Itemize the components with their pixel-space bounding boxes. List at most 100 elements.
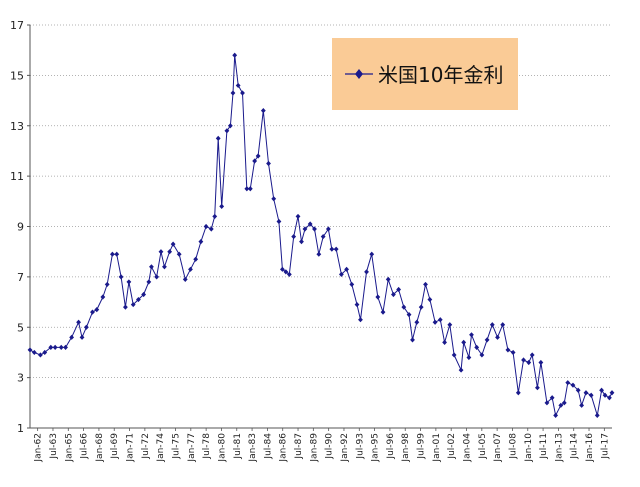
x-tick-label: Jul-11 (539, 433, 549, 460)
data-point (94, 307, 100, 313)
data-point (406, 312, 412, 318)
data-point (380, 309, 386, 315)
data-point (410, 337, 415, 343)
data-point (529, 352, 535, 358)
grid-lines (30, 24, 612, 379)
data-point (442, 339, 447, 345)
data-point (606, 395, 612, 401)
data-point (295, 213, 301, 220)
data-point (396, 286, 402, 293)
data-point (538, 359, 544, 366)
data-point (558, 402, 564, 408)
data-point (83, 324, 89, 330)
data-point (48, 344, 54, 350)
x-tick-label: Jan-83 (248, 433, 258, 463)
x-tick-label: Jul-08 (508, 433, 518, 460)
data-point (333, 246, 339, 252)
data-point (510, 349, 516, 356)
data-point (391, 291, 396, 298)
data-point (307, 221, 313, 227)
data-point (104, 281, 110, 288)
y-tick-label: 1 (17, 422, 24, 435)
data-point (474, 344, 480, 350)
x-tick-label: Jul-05 (478, 433, 488, 460)
x-tick-label: Jan-04 (463, 433, 473, 463)
data-point (535, 385, 540, 391)
data-point (515, 390, 521, 396)
data-point (588, 392, 594, 398)
x-tick-label: Jul-72 (141, 433, 151, 460)
data-point (235, 82, 241, 89)
data-point (283, 269, 289, 275)
data-point (414, 319, 420, 325)
data-point (364, 269, 369, 275)
data-point (252, 158, 258, 164)
y-tick-label: 7 (17, 271, 24, 284)
data-point (215, 135, 221, 141)
data-point (42, 349, 48, 356)
data-point (526, 359, 532, 366)
data-point (27, 347, 33, 353)
x-tick-label: Jan-16 (585, 433, 595, 463)
data-point (266, 160, 271, 167)
data-point (358, 317, 363, 323)
x-tick-label: Jul-66 (80, 433, 90, 460)
data-point (570, 382, 576, 388)
data-point (469, 332, 474, 338)
data-point (162, 264, 167, 270)
x-tick-label: Jan-98 (401, 433, 411, 463)
data-point (176, 251, 182, 257)
x-tick-label: Jul-69 (110, 433, 120, 460)
x-tick-label: Jan-10 (524, 433, 534, 463)
data-point (109, 251, 115, 257)
data-point (579, 402, 585, 408)
data-point (609, 390, 615, 396)
x-tick-label: Jan-80 (217, 433, 227, 463)
data-point (489, 322, 495, 328)
data-point (79, 334, 85, 340)
x-tick-label: Jul-90 (325, 433, 335, 460)
y-tick-label: 5 (17, 321, 24, 334)
data-point (130, 301, 136, 308)
data-point (375, 294, 381, 300)
data-point (69, 334, 75, 340)
x-tick-label: Jul-87 (294, 433, 304, 460)
data-point (52, 344, 58, 350)
data-point (344, 266, 349, 272)
x-tick-label: Jan-86 (279, 433, 289, 463)
data-point (385, 276, 391, 282)
data-point (325, 226, 331, 232)
data-point (401, 304, 407, 310)
data-point (521, 357, 526, 363)
data-point (76, 319, 81, 325)
data-point (212, 213, 218, 220)
data-point (458, 367, 464, 373)
x-tick-label: Jul-96 (386, 433, 396, 460)
y-tick-label: 9 (17, 221, 24, 234)
data-point (299, 239, 304, 245)
data-point (247, 186, 253, 192)
data-point (291, 233, 297, 240)
data-point (583, 390, 589, 396)
data-point (260, 108, 266, 114)
data-point (302, 226, 308, 232)
x-tick-label: Jul-93 (355, 433, 365, 460)
data-point (149, 264, 154, 270)
data-point (354, 301, 360, 308)
data-point (123, 304, 128, 310)
x-tick-label: Jul-75 (172, 433, 182, 460)
data-point (227, 123, 233, 129)
data-point (58, 344, 64, 350)
x-tick-label: Jan-71 (126, 433, 136, 463)
legend-label: 米国10年金利 (378, 63, 504, 87)
y-tick-label: 13 (10, 120, 24, 133)
data-point (286, 271, 292, 277)
x-tick-label: Jul-84 (263, 433, 273, 460)
data-point (276, 218, 282, 225)
data-point (427, 296, 433, 303)
x-tick-label: Jul-63 (49, 433, 59, 460)
data-point (553, 412, 559, 419)
data-point (575, 387, 581, 393)
data-point (329, 246, 335, 252)
